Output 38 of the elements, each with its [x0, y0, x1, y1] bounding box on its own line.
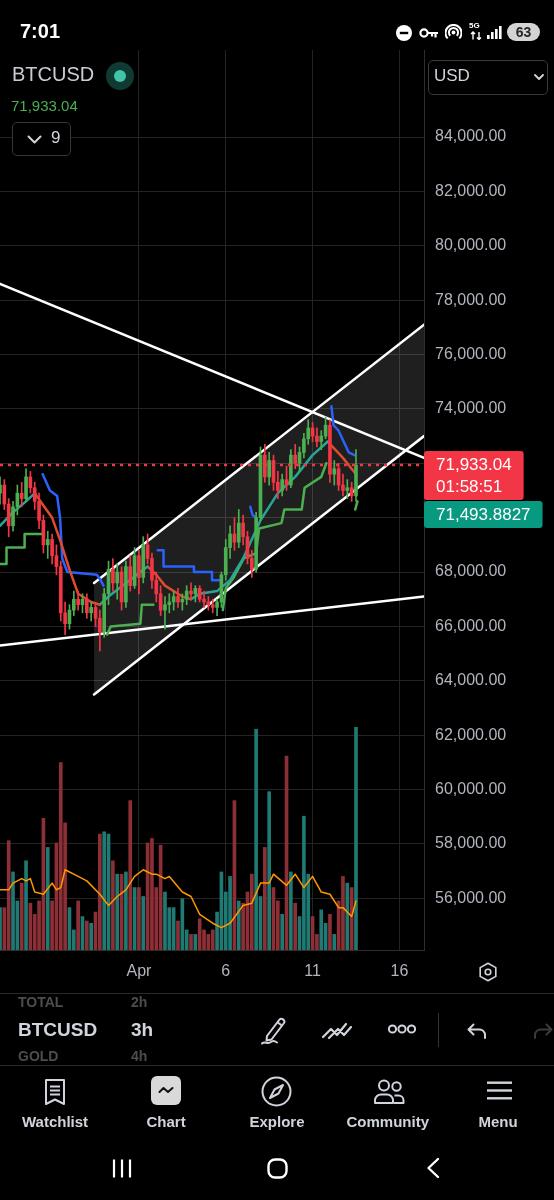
x-tick-label: 16	[390, 962, 409, 980]
annotation: 9	[51, 128, 61, 148]
y-tick-label: 60,000.00	[435, 779, 507, 797]
text: BTCUSD	[12, 63, 95, 86]
text: TOTAL	[18, 994, 64, 1011]
text: USD	[434, 66, 470, 86]
text: Community	[346, 1113, 429, 1131]
x-tick-label: Apr	[126, 962, 153, 980]
text: 71,933.04	[11, 97, 78, 115]
x-tick-label: 6	[221, 962, 231, 980]
text: GOLD	[18, 1048, 59, 1065]
text: Watchlist	[22, 1113, 89, 1131]
y-tick-label: 66,000.00	[435, 616, 507, 634]
y-tick-label: 82,000.00	[435, 181, 507, 199]
text: 63	[507, 23, 540, 41]
y-tick-label: 84,000.00	[435, 127, 507, 145]
y-tick-label: 64,000.00	[435, 671, 507, 689]
text: 01:58:51	[436, 476, 503, 496]
text: 3h	[131, 1019, 154, 1041]
ref-line-label: 71,933.04	[436, 454, 512, 474]
text: 7:01	[20, 20, 61, 43]
y-tick-label: 78,000.00	[435, 290, 507, 308]
x-tick-label: 11	[304, 962, 321, 980]
y-tick-label: 74,000.00	[435, 399, 507, 417]
y-tick-label: 68,000.00	[435, 562, 507, 580]
y-tick-label: 80,000.00	[435, 236, 507, 254]
y-tick-label: 76,000.00	[435, 344, 507, 362]
text: Explore	[249, 1113, 305, 1131]
text: Chart	[146, 1113, 186, 1131]
text: 71,493.8827	[436, 504, 531, 524]
text: 4h	[131, 1048, 148, 1065]
y-tick-label: 56,000.00	[435, 888, 507, 906]
text: BTCUSD	[18, 1019, 98, 1041]
text: 5G	[469, 21, 480, 31]
y-tick-label: 58,000.00	[435, 834, 507, 852]
y-tick-label: 62,000.00	[435, 725, 507, 743]
text: Menu	[478, 1113, 518, 1131]
text: 2h	[131, 994, 148, 1011]
